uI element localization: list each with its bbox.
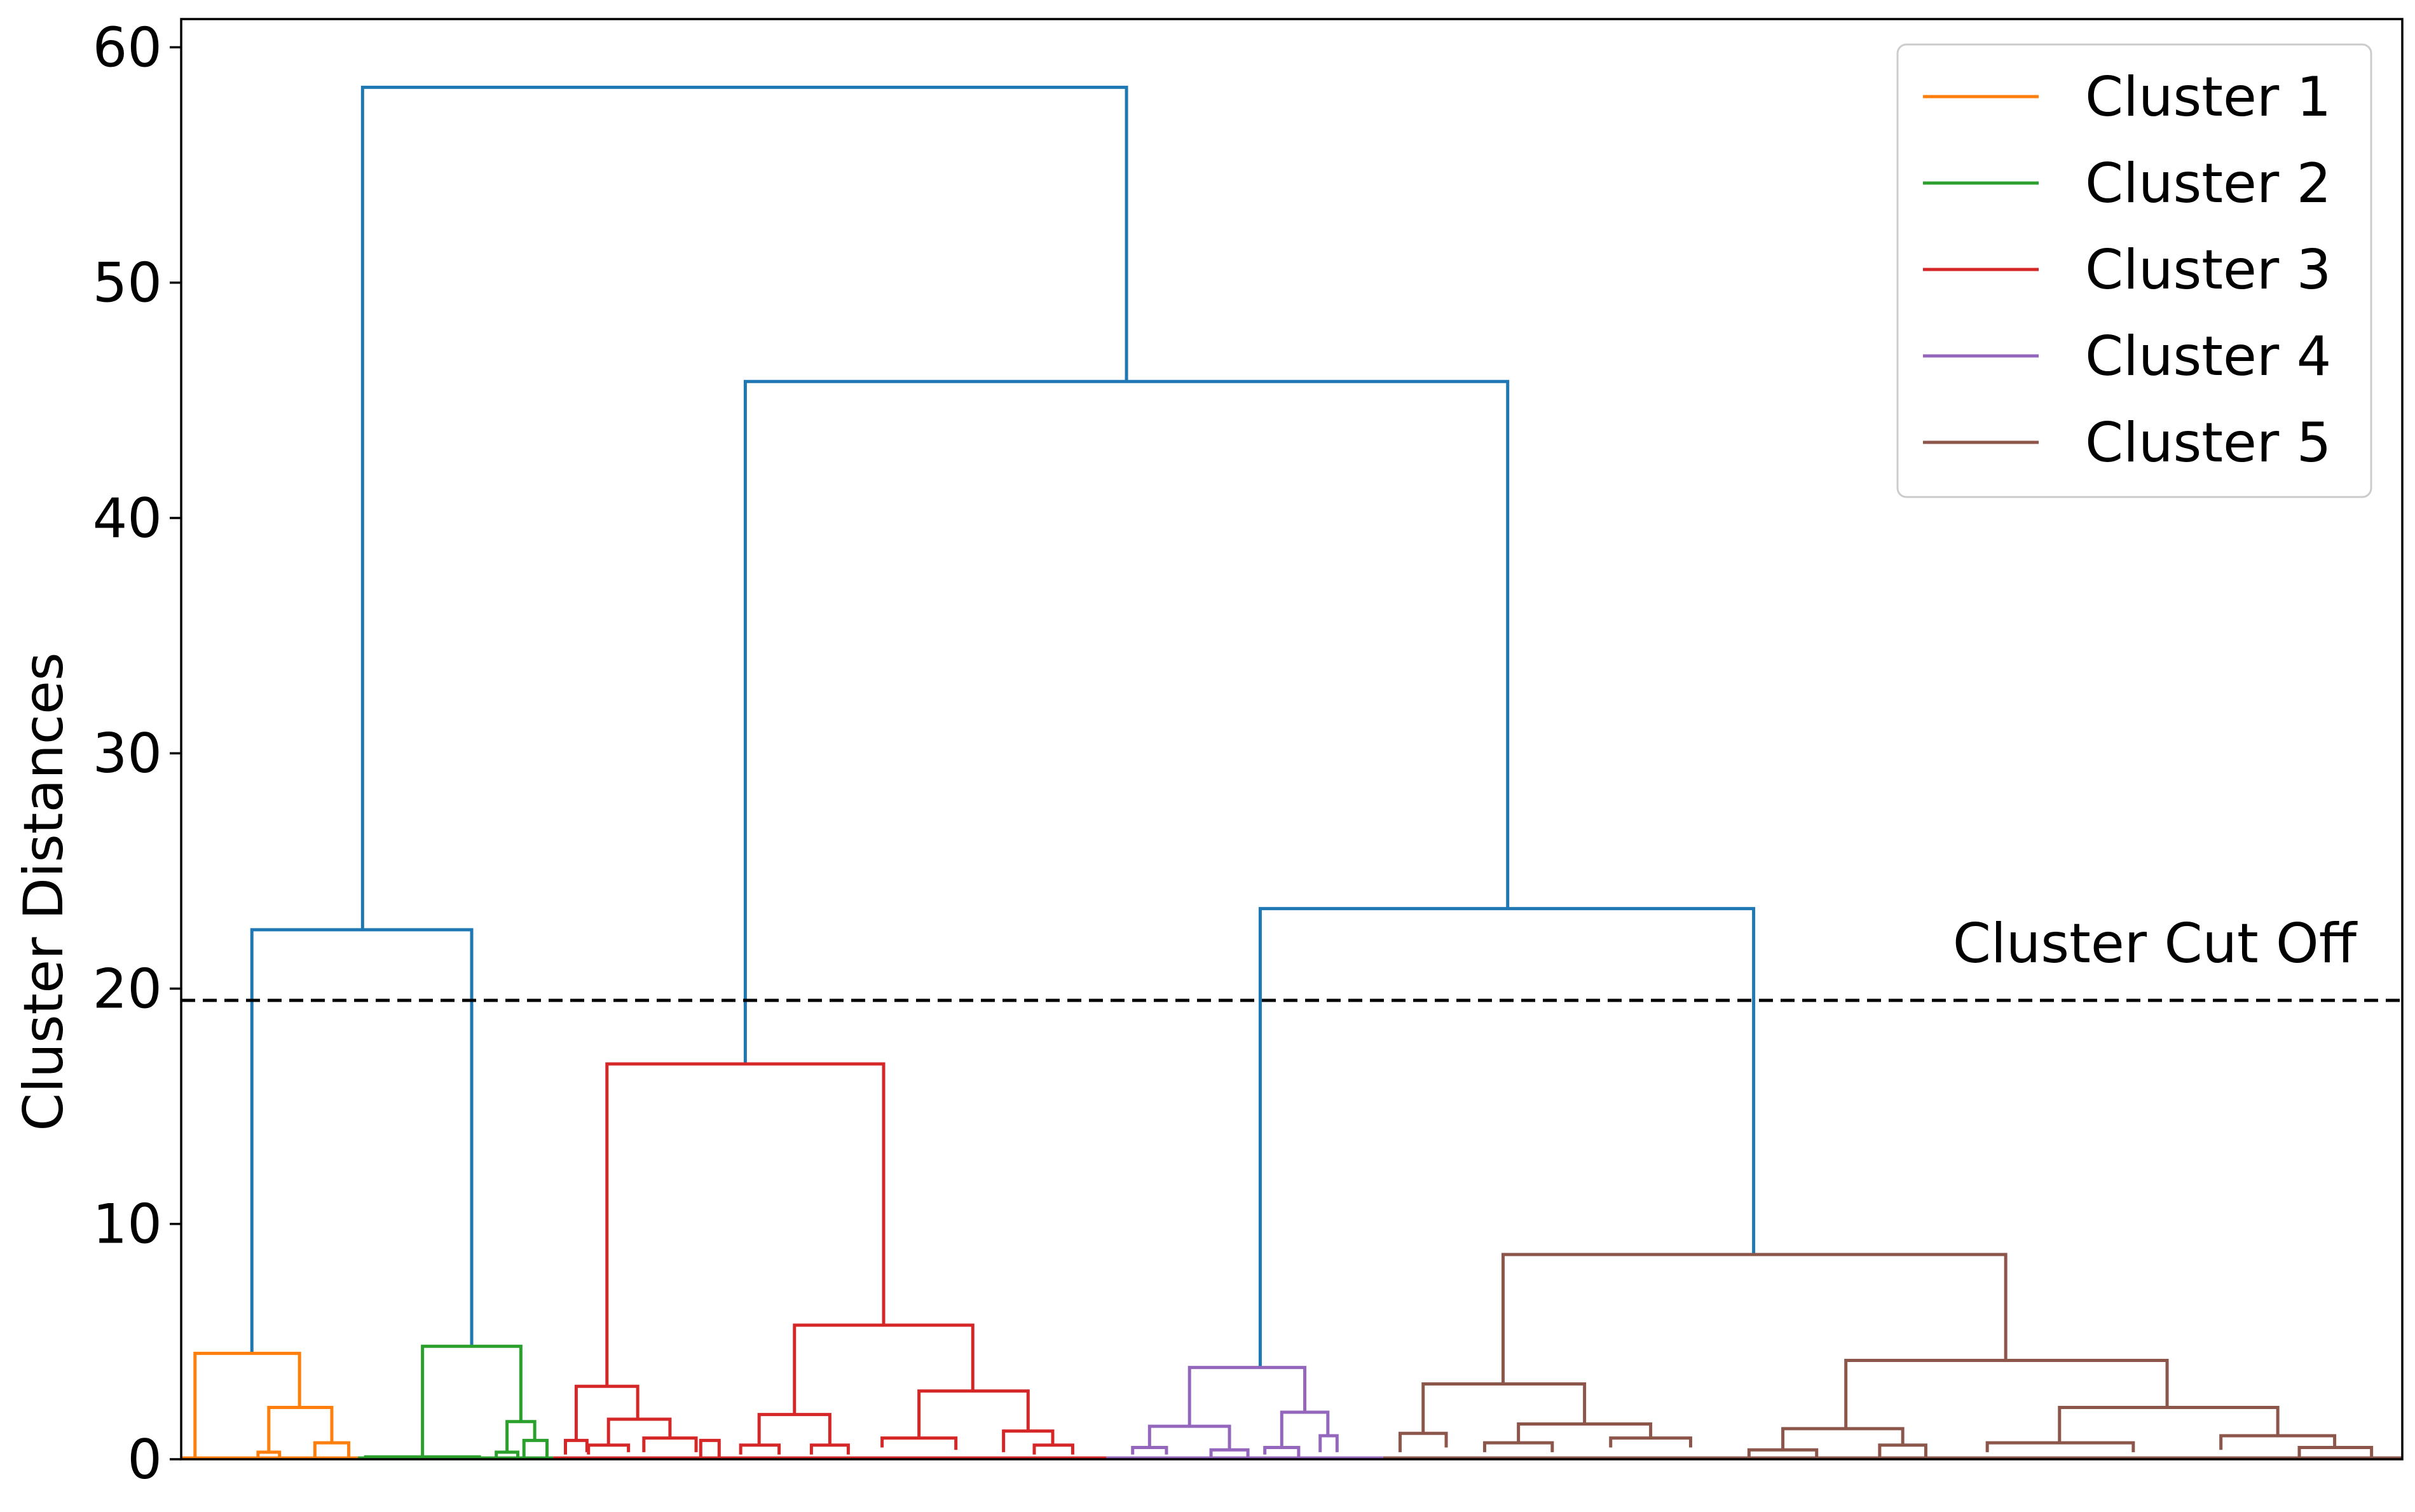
dendrogram-link-1	[360, 85, 1128, 930]
legend-label: Cluster 5	[2085, 411, 2331, 475]
dendrogram-link-6	[267, 1406, 334, 1452]
y-tick-label: 20	[93, 957, 162, 1021]
dendrogram-link-10	[505, 1420, 537, 1452]
dendrogram-link-14	[605, 1062, 886, 1387]
dendrogram-link-21	[757, 1413, 831, 1445]
y-tick-label: 0	[127, 1428, 162, 1492]
dendrogram-link-36	[1501, 1253, 2008, 1384]
dendrogram-link-39	[1517, 1422, 1653, 1443]
legend-label: Cluster 4	[2085, 325, 2331, 388]
dendrogram-link-27	[1032, 1443, 1074, 1455]
dendrogram-link-4	[1258, 907, 1756, 1368]
dendrogram-link-16	[563, 1438, 589, 1455]
dendrogram-link-42	[1844, 1358, 2169, 1429]
legend: Cluster 1 Cluster 2 Cluster 3 Cluster 4 Clus…	[1896, 43, 2372, 498]
dendrogram-link-33	[1280, 1410, 1330, 1448]
dendrogram-link-11	[522, 1438, 549, 1459]
dendrogram-link-9	[421, 1344, 523, 1459]
dendrogram-link-41	[1609, 1436, 1692, 1448]
dendrogram-link-24	[917, 1389, 1030, 1438]
legend-label: Cluster 1	[2085, 65, 2331, 129]
dendrogram-link-18	[587, 1443, 631, 1455]
dendrogram-link-2	[250, 928, 474, 1354]
dendrogram-link-17	[606, 1417, 672, 1445]
dendrogram-link-3	[743, 379, 1510, 1064]
dendrogram-link-23	[809, 1443, 850, 1455]
dendrogram-link-32	[1209, 1448, 1250, 1457]
dendrogram-link-22	[739, 1443, 781, 1455]
dendrogram-link-34	[1263, 1445, 1301, 1457]
y-tick-label: 50	[93, 252, 162, 315]
cutoff-label: Cluster Cut Off	[1953, 912, 2358, 976]
dendrogram-link-8	[256, 1450, 282, 1459]
y-axis-ticks: 0 10 20 30 40 50 60	[93, 16, 181, 1492]
y-tick-label: 60	[93, 16, 162, 79]
dendrogram-link-15	[574, 1384, 640, 1441]
dendrogram-link-45	[1878, 1443, 1927, 1457]
dendrogram-link-19	[642, 1436, 698, 1452]
dendrogram-link-49	[2297, 1445, 2374, 1457]
dendrogram-link-12	[364, 1455, 481, 1459]
dendrogram-link-29	[1187, 1366, 1307, 1427]
legend-label: Cluster 3	[2085, 238, 2331, 302]
dendrogram-link-5	[193, 1351, 301, 1459]
dendrogram-link-35	[1318, 1434, 1339, 1452]
y-tick-label: 40	[93, 487, 162, 550]
dendrogram-link-44	[1747, 1448, 1819, 1457]
dendrogram-link-7	[313, 1441, 351, 1459]
plot-frame	[180, 18, 2404, 1461]
dendrogram-link-48	[2219, 1434, 2337, 1450]
legend-box	[1896, 43, 2372, 498]
dendrogram-link-38	[1398, 1431, 1448, 1452]
dendrogram-link-20	[793, 1323, 975, 1415]
dendrogram-link-13	[495, 1450, 520, 1459]
dendrogram-link-28	[699, 1438, 721, 1459]
dendrogram-link-25	[880, 1436, 958, 1450]
dendrogram-link-40	[1482, 1441, 1554, 1452]
dendrogram-link-30	[1147, 1424, 1231, 1450]
y-tick-label: 30	[93, 722, 162, 786]
dendrogram-link-26	[1002, 1429, 1055, 1452]
dendrogram-link-47	[1985, 1441, 2135, 1452]
y-axis-label: Cluster Distances	[12, 652, 76, 1131]
dendrogram-link-37	[1421, 1382, 1587, 1434]
dendrogram-link-31	[1131, 1445, 1168, 1455]
y-tick-label: 10	[93, 1193, 162, 1257]
legend-label: Cluster 2	[2085, 152, 2331, 215]
dendrogram-link-43	[1781, 1427, 1905, 1450]
dendrogram-link-46	[2058, 1406, 2280, 1443]
dendrogram-links	[181, 85, 2402, 1460]
